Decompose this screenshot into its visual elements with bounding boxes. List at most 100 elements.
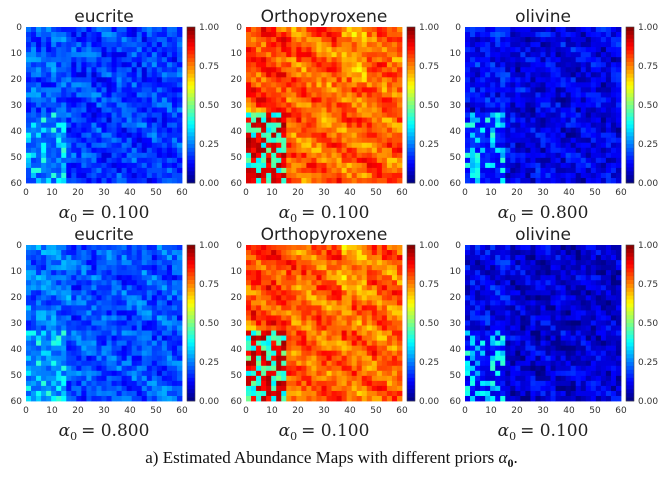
heatmap-cell (580, 157, 587, 164)
heatmap-cell (530, 137, 536, 144)
heatmap-cell (76, 37, 82, 43)
heatmap-cell (136, 270, 143, 276)
heatmap-cell (266, 370, 272, 377)
heatmap-cell (386, 270, 393, 276)
heatmap-cell (106, 27, 112, 33)
heatmap-cell (131, 167, 138, 174)
colorbar-segment (187, 245, 195, 250)
heatmap-cell (336, 37, 343, 43)
heatmap-cell (585, 102, 592, 108)
heatmap-cell (286, 340, 292, 347)
heatmap-cell (26, 385, 32, 392)
heatmap-cell (386, 107, 393, 113)
colorbar-segment (407, 112, 415, 117)
heatmap-cell (56, 340, 62, 347)
heatmap-cell (525, 157, 531, 164)
heatmap-cell (66, 300, 72, 306)
heatmap-cell (361, 132, 368, 139)
heatmap-cell (281, 47, 287, 53)
colorbar-segment (407, 69, 415, 75)
colorbar-segment (626, 167, 634, 172)
heatmap-cell (31, 330, 37, 336)
heatmap-cell (525, 32, 531, 38)
colorbar-segment (626, 132, 634, 137)
heatmap-cell (366, 87, 373, 93)
heatmap-cell (261, 107, 267, 113)
colorbar-segment (187, 252, 195, 257)
heatmap-cell (71, 72, 77, 78)
heatmap-cell (246, 92, 252, 98)
heatmap-cell (161, 77, 168, 83)
heatmap-cell (121, 162, 128, 169)
heatmap-cell (326, 27, 332, 33)
heatmap-cell (540, 147, 546, 154)
heatmap-cell (515, 122, 521, 129)
heatmap-cell (301, 375, 307, 382)
heatmap-cell (166, 245, 173, 251)
heatmap-cell (381, 305, 388, 311)
heatmap-cell (605, 137, 612, 144)
heatmap-cell (106, 127, 112, 134)
heatmap-cell (96, 335, 102, 342)
y-tick-label: 30 (11, 319, 23, 329)
heatmap-cell (41, 390, 47, 397)
heatmap-cell (71, 27, 77, 33)
heatmap-cell (266, 87, 272, 93)
heatmap-cell (286, 270, 292, 276)
heatmap-cell (580, 122, 587, 129)
heatmap-cell (281, 152, 287, 159)
heatmap-cell (475, 77, 481, 83)
heatmap-cell (266, 97, 272, 103)
heatmap-cell (465, 102, 471, 108)
heatmap-cell (106, 177, 112, 184)
heatmap-cell (341, 112, 348, 118)
heatmap-cell (116, 112, 123, 118)
heatmap-cell (111, 72, 117, 78)
heatmap-cell (76, 355, 82, 362)
heatmap-cell (121, 290, 128, 296)
heatmap-cell (326, 37, 332, 43)
heatmap-cell (156, 162, 163, 169)
heatmap-cell (141, 177, 148, 184)
heatmap-cell (126, 370, 133, 377)
heatmap-cell (31, 47, 37, 53)
heatmap-cell (166, 107, 173, 113)
heatmap-cell (475, 107, 481, 113)
heatmap-cell (331, 295, 337, 301)
heatmap-cell (46, 102, 52, 108)
heatmap-cell (51, 72, 57, 78)
heatmap-cell (156, 127, 163, 134)
heatmap-cell (246, 245, 252, 251)
heatmap-cell (485, 142, 491, 149)
heatmap-cell (376, 265, 383, 271)
heatmap-cell (271, 280, 277, 286)
colorbar-segment (626, 171, 634, 176)
heatmap-cell (361, 355, 368, 362)
heatmap-cell (381, 280, 388, 286)
heatmap-cell (116, 107, 123, 113)
heatmap-cell (116, 177, 123, 184)
heatmap-cell (361, 112, 368, 118)
heatmap-cell (246, 315, 252, 321)
heatmap-cell (366, 52, 373, 58)
heatmap-cell (331, 67, 337, 73)
colorbar-segment (626, 42, 634, 47)
heatmap-cell (346, 37, 353, 43)
heatmap-cell (36, 340, 42, 347)
heatmap-cell (356, 37, 363, 43)
heatmap-cell (41, 370, 47, 377)
heatmap-cell (156, 57, 163, 63)
heatmap-cell (171, 260, 178, 266)
colorbar-segment (187, 140, 195, 145)
heatmap-cell (136, 330, 143, 336)
heatmap-cell (610, 97, 617, 103)
heatmap-cell (276, 62, 282, 68)
heatmap-cell (96, 162, 102, 169)
heatmap-cell (351, 92, 358, 98)
heatmap-cell (595, 72, 602, 78)
heatmap-cell (36, 42, 42, 48)
x-tick-label: 40 (124, 188, 136, 198)
heatmap-cell (66, 335, 72, 342)
heatmap-cell (176, 67, 183, 73)
heatmap-cell (301, 340, 307, 347)
